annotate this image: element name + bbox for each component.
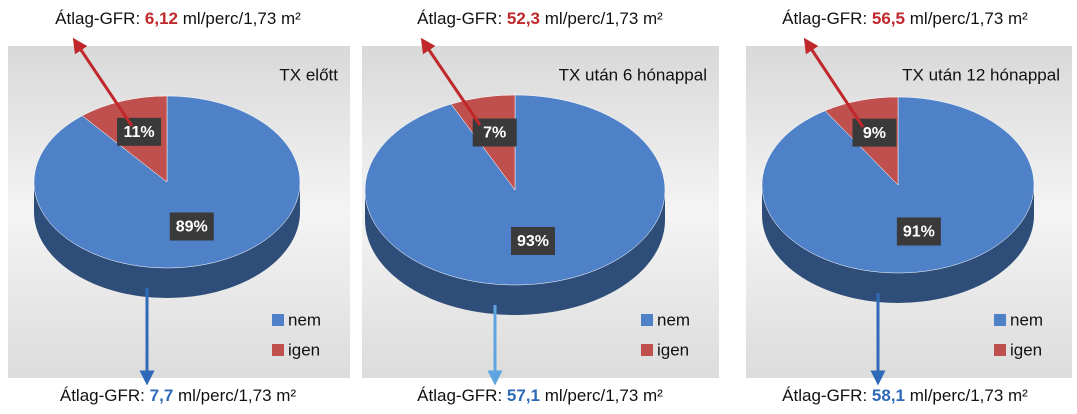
legend-swatch: [272, 344, 284, 356]
gfr-label: Átlag-GFR:: [782, 386, 867, 405]
legend-swatch: [272, 314, 284, 326]
value-label-box: [510, 226, 555, 255]
gfr-value: 58,1: [872, 386, 905, 405]
legend-label: igen: [1010, 340, 1042, 359]
gfr-label: Átlag-GFR:: [60, 386, 145, 405]
gfr-label: Átlag-GFR:: [417, 386, 502, 405]
legend-label: nem: [288, 310, 321, 329]
legend-swatch: [994, 314, 1006, 326]
legend-label: igen: [288, 340, 320, 359]
gfr-value: 56,5: [872, 9, 905, 28]
gfr-value: 6,12: [145, 9, 178, 28]
gfr-value: 52,3: [507, 9, 540, 28]
chart-title: TX előtt: [279, 65, 338, 84]
legend-label: nem: [657, 310, 690, 329]
gfr-unit: ml/perc/1,73 m²: [545, 386, 663, 405]
value-label: 7%: [483, 125, 506, 142]
arrow-up: [72, 37, 134, 127]
value-label-box: [117, 117, 162, 146]
gfr-annotation: Átlag-GFR: 57,1 ml/perc/1,73 m²: [417, 386, 663, 405]
gfr-unit: ml/perc/1,73 m²: [910, 386, 1028, 405]
gfr-label: Átlag-GFR:: [417, 9, 502, 28]
arrow-up: [803, 37, 865, 128]
pie-side: [34, 182, 300, 298]
gfr-annotation: Átlag-GFR: 56,5 ml/perc/1,73 m²: [782, 9, 1028, 28]
gfr-unit: ml/perc/1,73 m²: [178, 386, 296, 405]
gfr-label: Átlag-GFR:: [782, 9, 867, 28]
gfr-unit: ml/perc/1,73 m²: [183, 9, 301, 28]
gfr-unit: ml/perc/1,73 m²: [910, 9, 1028, 28]
chart-title: TX után 12 hónappal: [902, 65, 1060, 84]
pie-side: [762, 185, 1034, 303]
legend-label: igen: [657, 340, 689, 359]
value-label: 11%: [123, 124, 154, 141]
gfr-label: Átlag-GFR:: [55, 9, 140, 28]
legend-swatch: [641, 344, 653, 356]
gfr-annotation: Átlag-GFR: 52,3 ml/perc/1,73 m²: [417, 9, 663, 28]
gfr-value: 57,1: [507, 386, 540, 405]
pie-slice: [761, 96, 1035, 274]
chart-title: TX után 6 hónappal: [559, 65, 707, 84]
legend-label: nem: [1010, 310, 1043, 329]
legend-swatch: [994, 344, 1006, 356]
pie-side: [365, 190, 665, 315]
gfr-annotation: Átlag-GFR: 58,1 ml/perc/1,73 m²: [782, 386, 1028, 405]
value-label: 93%: [517, 233, 549, 250]
value-label-box: [896, 217, 941, 246]
value-label: 89%: [176, 219, 208, 236]
gfr-unit: ml/perc/1,73 m²: [545, 9, 663, 28]
arrow-up: [420, 37, 482, 126]
value-label: 9%: [863, 125, 886, 142]
value-label: 91%: [903, 224, 935, 241]
gfr-annotation: Átlag-GFR: 7,7 ml/perc/1,73 m²: [60, 386, 297, 405]
legend-swatch: [641, 314, 653, 326]
gfr-annotation: Átlag-GFR: 6,12 ml/perc/1,73 m²: [55, 9, 301, 28]
gfr-value: 7,7: [150, 386, 174, 405]
value-label-box: [169, 212, 214, 241]
